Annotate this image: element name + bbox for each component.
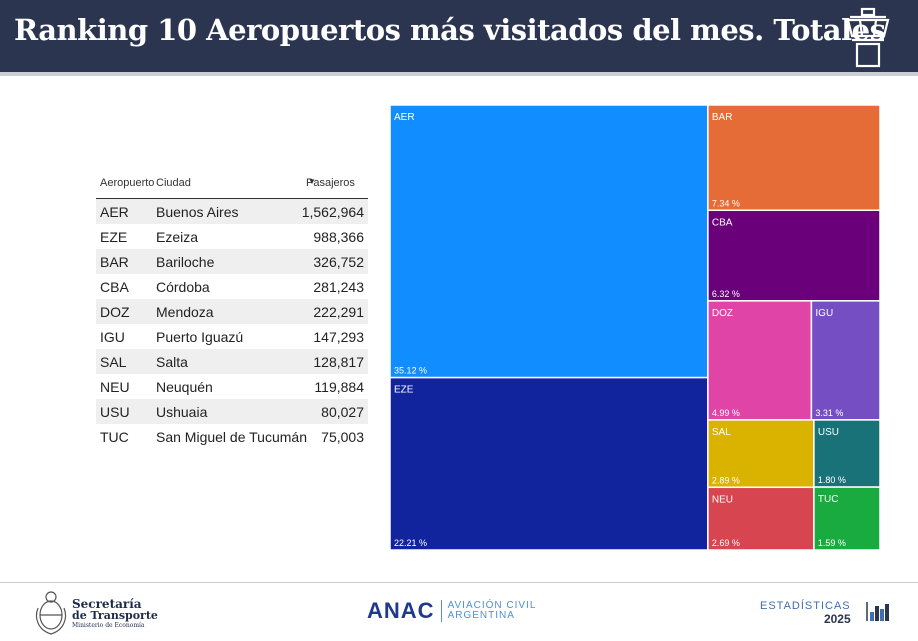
row-airport-code: TUC [100, 429, 129, 445]
anac-sub2: ARGENTINA [447, 610, 515, 621]
table-row[interactable]: BAR Bariloche 326,752 [96, 249, 368, 274]
row-city: Salta [156, 354, 188, 370]
treemap-percent: 22.21 % [394, 538, 427, 548]
row-city: Buenos Aires [156, 204, 239, 220]
anac-wordmark: ANAC [367, 598, 435, 623]
table-row[interactable]: DOZ Mendoza 222,291 [96, 299, 368, 324]
treemap-percent: 3.31 % [815, 408, 843, 418]
table-row[interactable]: USU Ushuaia 80,027 [96, 399, 368, 424]
estadisticas-logo: ESTADÍSTICAS 2025 [760, 600, 851, 626]
treemap-tile-cba[interactable] [707, 209, 880, 302]
row-city: Puerto Iguazú [156, 329, 244, 345]
row-airport-code: BAR [100, 254, 129, 270]
row-passengers: 326,752 [313, 254, 364, 270]
treemap-percent: 2.89 % [712, 475, 740, 485]
airport-table: Aeropuerto Ciudad Pasajeros ▼ AER Buenos … [96, 172, 368, 449]
treemap-percent: 4.99 % [712, 408, 740, 418]
treemap-tile-sal[interactable] [707, 419, 815, 489]
secretaria-line2: de Transporte [72, 609, 158, 622]
treemap-percent: 1.59 % [818, 538, 846, 548]
row-airport-code: NEU [100, 379, 130, 395]
treemap-label: CBA [712, 217, 733, 228]
treemap-percent: 35.12 % [394, 366, 427, 376]
secretaria-logo: Secretaría de Transporte Ministerio de E… [34, 588, 194, 636]
row-passengers: 1,562,964 [301, 204, 364, 220]
table-row[interactable]: TUC San Miguel de Tucumán 75,003 [96, 424, 368, 449]
treemap-label: BAR [712, 112, 733, 123]
anac-sub1: AVIACIÓN CIVIL [447, 600, 537, 611]
secretaria-line3: Ministerio de Economía [72, 622, 145, 629]
header-passengers[interactable]: Pasajeros [306, 177, 355, 189]
row-airport-code: CBA [100, 279, 129, 295]
treemap-percent: 7.34 % [712, 198, 740, 208]
row-passengers: 281,243 [313, 279, 364, 295]
treemap-percent: 6.32 % [712, 289, 740, 299]
bar-chart-icon [866, 602, 889, 621]
treemap-label: IGU [815, 308, 833, 319]
row-airport-code: SAL [100, 354, 127, 370]
row-city: Bariloche [156, 254, 215, 270]
treemap-tile-neu[interactable] [707, 486, 815, 550]
table-row[interactable]: SAL Salta 128,817 [96, 349, 368, 374]
page-header: Ranking 10 Aeropuertos más visitados del… [0, 0, 918, 72]
row-passengers: 147,293 [313, 329, 364, 345]
treemap-label: NEU [712, 494, 733, 505]
row-city: Córdoba [156, 279, 210, 295]
treemap-tile-tuc[interactable] [813, 486, 880, 550]
table-row[interactable]: NEU Neuquén 119,884 [96, 374, 368, 399]
coat-of-arms-icon [35, 591, 67, 635]
estadisticas-label: ESTADÍSTICAS [760, 600, 851, 612]
treemap-tile-bar[interactable] [707, 105, 880, 212]
treemap-tile-aer[interactable] [390, 105, 709, 379]
header-divider [0, 72, 918, 76]
table-body: AER Buenos Aires 1,562,964 EZE Ezeiza 988,366… [96, 199, 368, 449]
row-passengers: 75,003 [321, 429, 364, 445]
treemap-tile-doz[interactable] [707, 300, 813, 421]
treemap-chart: AER 35.12 % EZE 22.21 % BAR 7.34 % CBA 6.32 % DO… [390, 105, 880, 550]
row-city: Mendoza [156, 304, 214, 320]
row-airport-code: AER [100, 204, 129, 220]
row-airport-code: EZE [100, 229, 128, 245]
row-city: Neuquén [156, 379, 213, 395]
treemap-percent: 1.80 % [818, 475, 846, 485]
row-passengers: 119,884 [314, 379, 364, 395]
footer-divider [0, 582, 918, 583]
row-city: Ezeiza [156, 229, 199, 245]
row-airport-code: DOZ [100, 304, 130, 320]
table-row[interactable]: AER Buenos Aires 1,562,964 [96, 199, 368, 224]
treemap-label: EZE [394, 385, 414, 396]
table-row[interactable]: CBA Córdoba 281,243 [96, 274, 368, 299]
anac-separator [440, 600, 442, 622]
header-airport[interactable]: Aeropuerto [100, 177, 155, 189]
row-passengers: 128,817 [313, 354, 364, 370]
treemap-label: SAL [712, 427, 731, 438]
secretaria-line1: Secretaría [72, 597, 142, 611]
table-row[interactable]: IGU Puerto Iguazú 147,293 [96, 324, 368, 349]
treemap-percent: 2.69 % [712, 538, 740, 548]
treemap-tile-igu[interactable] [810, 300, 880, 421]
estadisticas-year: 2025 [823, 612, 851, 626]
row-city: Ushuaia [156, 404, 208, 420]
table-row[interactable]: EZE Ezeiza 988,366 [96, 224, 368, 249]
row-passengers: 988,366 [313, 229, 364, 245]
treemap-label: USU [818, 427, 839, 438]
treemap-label: TUC [818, 494, 839, 505]
treemap-label: DOZ [712, 308, 733, 319]
header-city[interactable]: Ciudad [156, 177, 191, 189]
anac-logo: ANAC AVIACIÓN CIVIL ARGENTINA [367, 598, 536, 624]
row-airport-code: IGU [100, 329, 125, 345]
row-city: San Miguel de Tucumán [156, 429, 307, 445]
treemap-tile-eze[interactable] [390, 376, 709, 550]
treemap-svg: AER 35.12 % EZE 22.21 % BAR 7.34 % CBA 6.32 % DO… [390, 105, 880, 550]
page-title: Ranking 10 Aeropuertos más visitados del… [14, 13, 886, 47]
row-passengers: 80,027 [321, 404, 364, 420]
row-airport-code: USU [100, 404, 130, 420]
treemap-label: AER [394, 112, 415, 123]
sort-desc-icon[interactable]: ▼ [308, 177, 316, 186]
table-header: Aeropuerto Ciudad Pasajeros ▼ [96, 172, 368, 199]
row-passengers: 222,291 [313, 304, 364, 320]
control-tower-icon [846, 7, 890, 68]
